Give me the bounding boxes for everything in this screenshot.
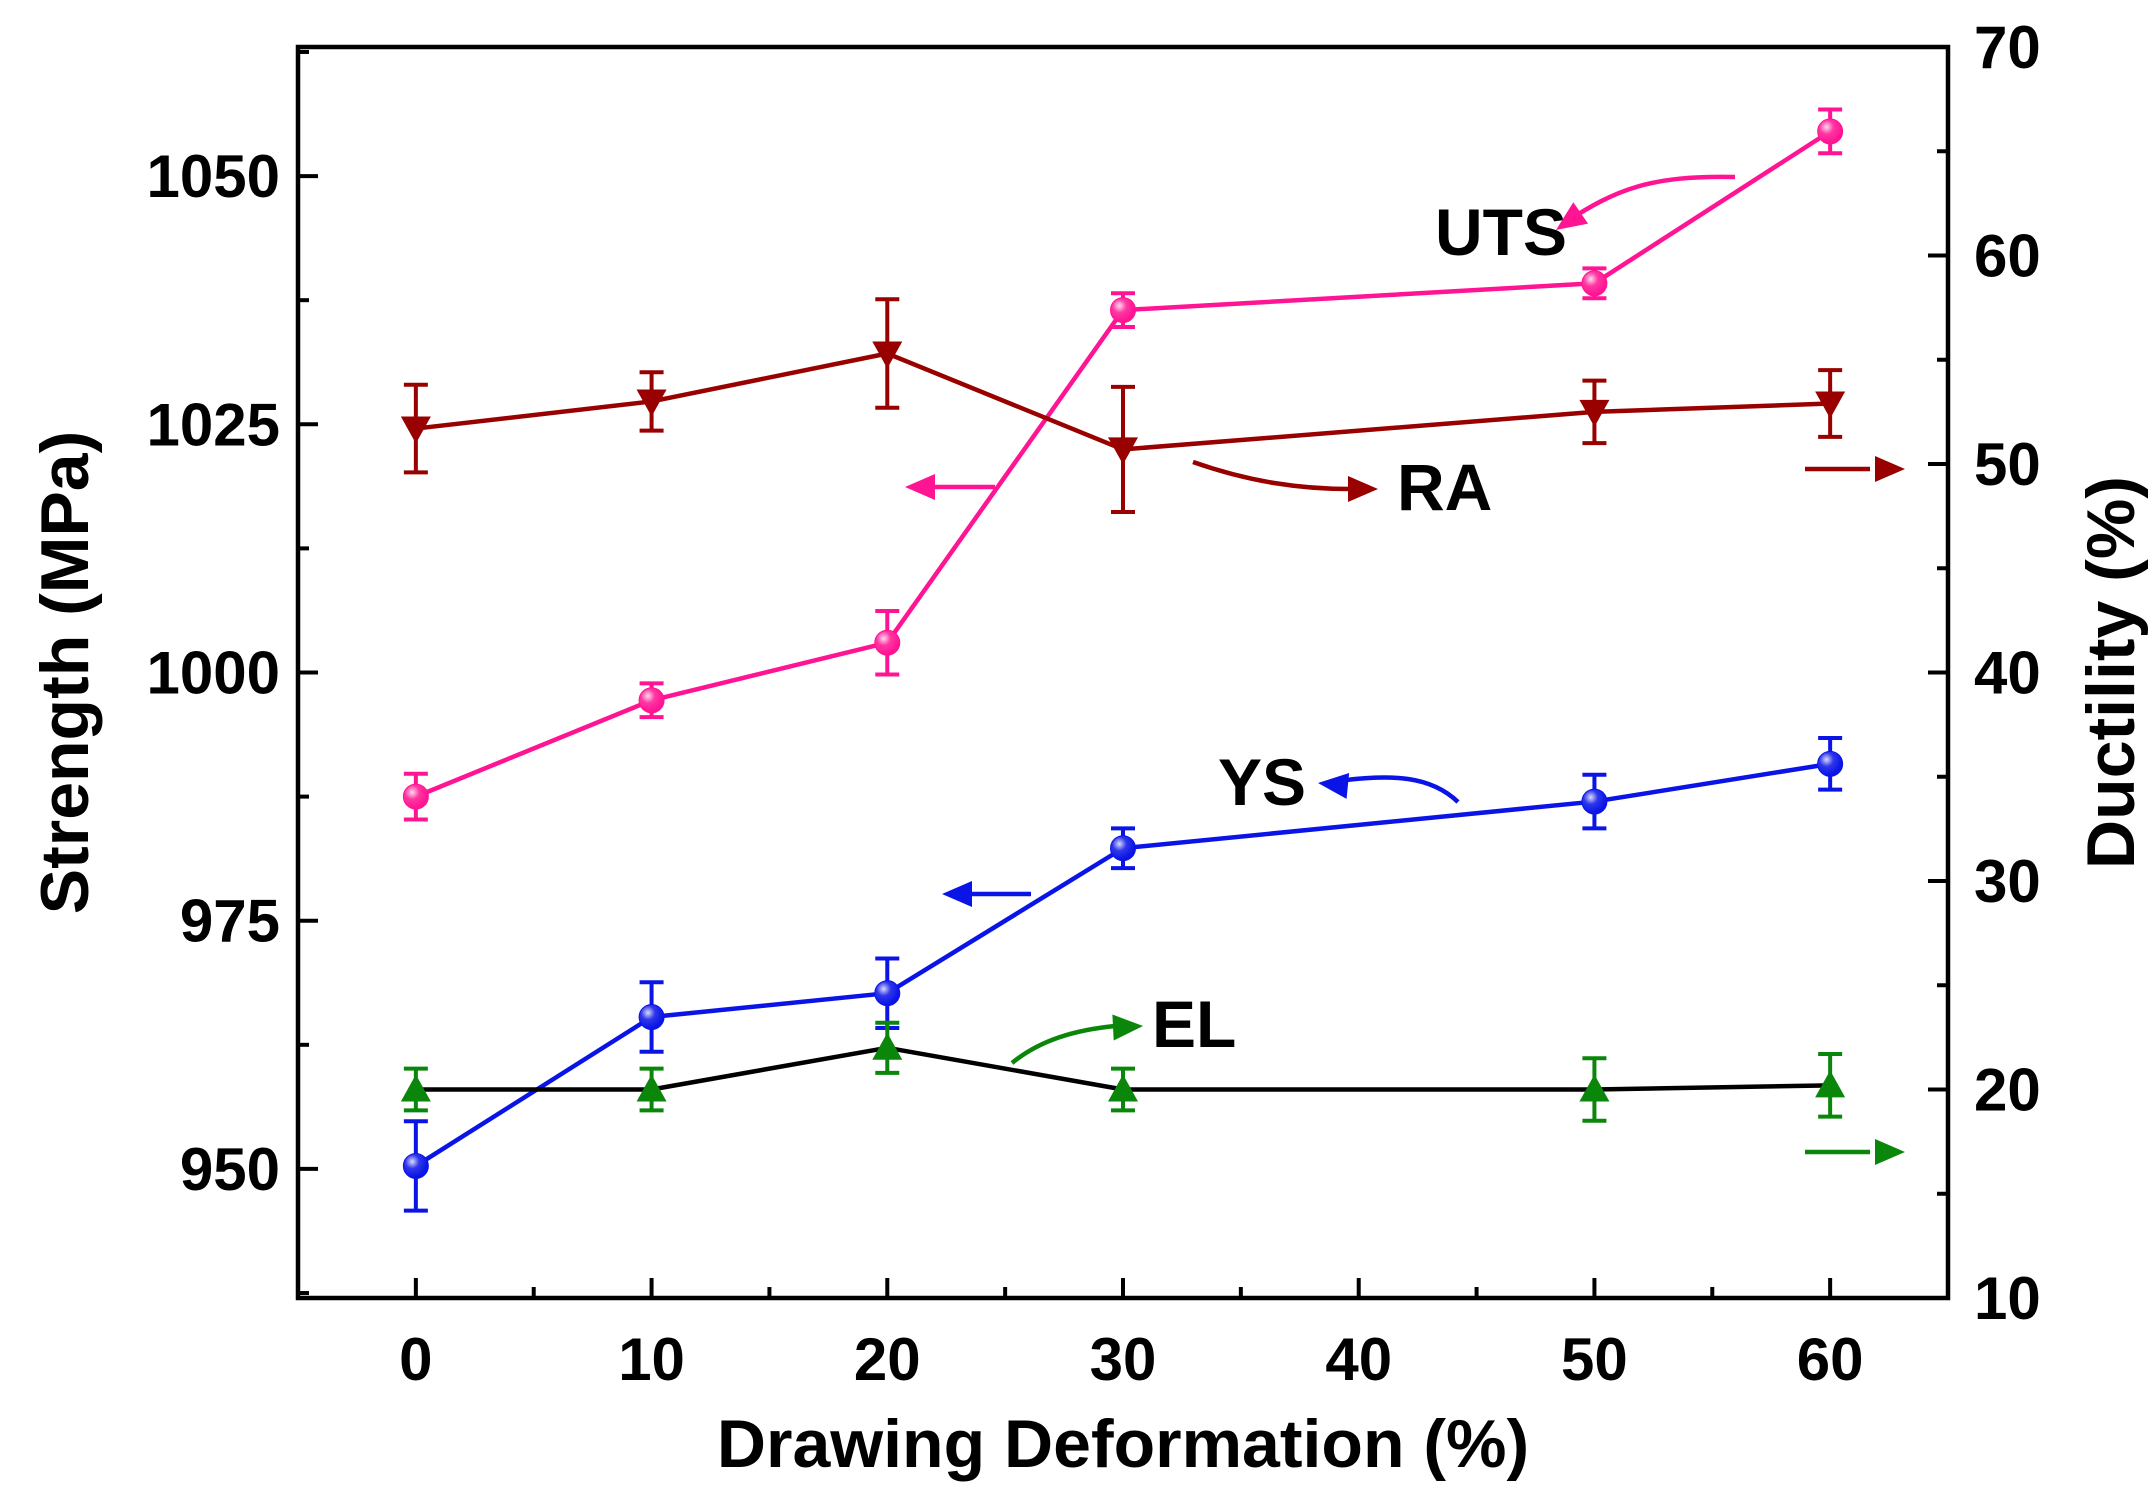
y-right-tick-label: 70	[1974, 14, 2041, 81]
ra-arrow-head	[1348, 476, 1378, 502]
series-ys	[402, 736, 1844, 1213]
x-tick-label: 0	[399, 1326, 432, 1393]
y-right-tick-label: 10	[1974, 1265, 2041, 1332]
ra-point	[1108, 437, 1138, 465]
ra-arrow-shaft	[1192, 459, 1351, 492]
uts-arrow-head	[1556, 202, 1589, 230]
ra-point	[1815, 391, 1846, 419]
series-uts	[402, 107, 1844, 822]
ra-point	[1579, 399, 1610, 427]
axis-tick-labels: 0 10 20 30 40 50 60 950 975 1000 1025 1050 10 20 30 40 5…	[147, 14, 2041, 1393]
uts-point-highlight	[875, 630, 900, 655]
ys-point-highlight	[875, 981, 900, 1006]
plot-frame	[295, 44, 1951, 1301]
ys-line	[414, 761, 1831, 1168]
x-tick-label: 50	[1561, 1326, 1628, 1393]
annotation-ra: RA	[1397, 450, 1492, 524]
ys-axis-arrow-head	[942, 881, 972, 907]
ys-point-highlight	[1111, 836, 1135, 861]
uts-line	[415, 129, 1832, 799]
ra-point	[400, 416, 431, 444]
el-point	[872, 1032, 903, 1060]
el-point	[400, 1074, 431, 1102]
y-axis-right-title: Ductility (%)	[2073, 476, 2149, 869]
y-left-tick-label: 975	[180, 888, 280, 955]
uts-point-highlight	[1111, 298, 1135, 323]
x-tick-label: 40	[1325, 1326, 1392, 1393]
el-arrow-head	[1112, 1014, 1143, 1041]
y-right-tick-label: 30	[1974, 848, 2041, 915]
el-arrow-shaft	[1010, 1023, 1116, 1065]
x-axis-title: Drawing Deformation (%)	[717, 1406, 1529, 1482]
y-axis-left-title: Strength (MPa)	[27, 431, 103, 915]
el-line	[415, 1045, 1831, 1092]
axis-ticks	[298, 45, 1948, 1300]
ys-point-highlight	[1582, 789, 1607, 814]
annotation-el: EL	[1152, 987, 1236, 1061]
annotation-layer: UTS RA YS EL	[905, 174, 1905, 1165]
el-point	[636, 1074, 667, 1102]
x-tick-label: 10	[618, 1326, 685, 1393]
series-layer	[400, 107, 1846, 1213]
y-right-tick-label: 60	[1974, 223, 2041, 290]
ys-point-highlight	[639, 1005, 664, 1030]
el-axis-arrow-head	[1875, 1139, 1905, 1165]
uts-point-highlight	[1818, 119, 1843, 144]
uts-arrow-shaft	[1564, 174, 1736, 224]
series-ra	[400, 297, 1846, 514]
y-left-tick-label: 1050	[147, 143, 280, 210]
ys-point-highlight	[1818, 751, 1843, 776]
uts-point-highlight	[639, 688, 664, 713]
ra-line	[415, 351, 1831, 452]
y-left-tick-label: 950	[180, 1136, 280, 1203]
ra-point	[636, 389, 667, 417]
el-point	[1108, 1074, 1138, 1102]
series-el	[400, 1020, 1846, 1123]
ys-arrow-head	[1318, 773, 1350, 799]
x-tick-label: 20	[854, 1326, 921, 1393]
uts-point-highlight	[1582, 271, 1607, 296]
ys-arrow-shaft	[1345, 775, 1460, 804]
uts-point-highlight	[403, 784, 428, 809]
y-left-tick-label: 1000	[147, 640, 280, 707]
ys-point-highlight	[403, 1153, 428, 1178]
el-point	[1579, 1074, 1610, 1102]
annotation-uts: UTS	[1435, 195, 1567, 269]
x-tick-label: 60	[1797, 1326, 1864, 1393]
y-right-tick-label: 50	[1974, 431, 2041, 498]
x-tick-label: 30	[1090, 1326, 1157, 1393]
uts-axis-arrow-head	[905, 474, 935, 500]
y-right-tick-label: 40	[1974, 640, 2041, 707]
ra-axis-arrow-head	[1875, 456, 1905, 482]
annotation-ys: YS	[1218, 745, 1306, 819]
y-left-tick-label: 1025	[147, 391, 280, 458]
y-right-tick-label: 20	[1974, 1057, 2041, 1124]
el-point	[1815, 1070, 1846, 1098]
ra-point	[872, 341, 903, 369]
